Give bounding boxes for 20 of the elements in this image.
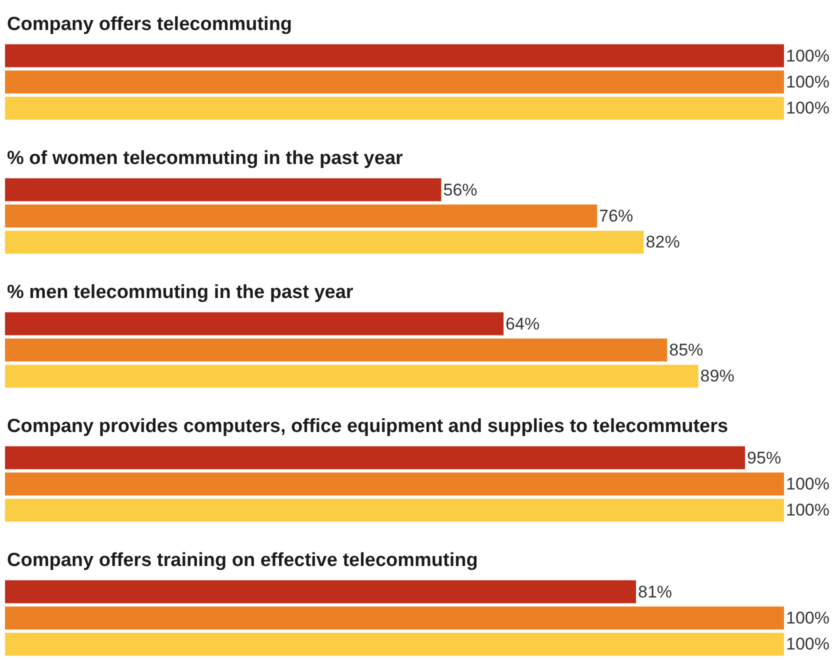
- data-label: 81%: [638, 582, 672, 602]
- data-label: 100%: [786, 474, 830, 494]
- data-label: 82%: [646, 232, 680, 252]
- y-tick-label: Company offers telecommuting: [7, 14, 292, 35]
- y-tick-label: % of women telecommuting in the past year: [7, 148, 404, 169]
- data-label: 100%: [786, 98, 830, 118]
- data-label: 100%: [786, 500, 830, 520]
- data-label: 89%: [700, 366, 734, 386]
- data-label: 64%: [506, 314, 540, 334]
- y-tick-label: Company provides computers, office equipment and supplies to telecommuters: [7, 416, 728, 437]
- data-label: 95%: [747, 448, 782, 468]
- data-label: 56%: [443, 180, 478, 200]
- data-label: 100%: [786, 72, 830, 92]
- y-tick-label: Company offers training on effective telecommuting: [7, 550, 478, 571]
- data-label: 76%: [599, 206, 634, 226]
- data-label: 100%: [786, 634, 830, 654]
- data-label: 100%: [786, 46, 830, 66]
- y-tick-label: % men telecommuting in the past year: [7, 282, 354, 303]
- data-label: 100%: [786, 608, 830, 628]
- data-label: 85%: [669, 340, 704, 360]
